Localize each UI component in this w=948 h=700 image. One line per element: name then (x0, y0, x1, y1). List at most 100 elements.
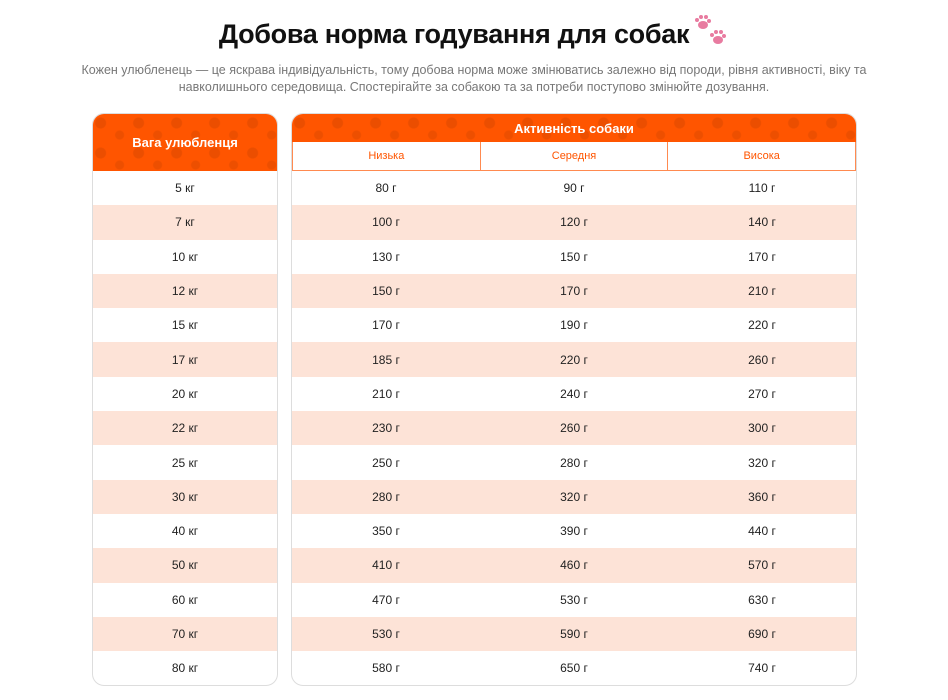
weight-cell: 10 кг (171, 249, 199, 264)
portion-cell: 170 г (372, 318, 400, 333)
portion-cell: 650 г (560, 661, 588, 676)
page-subtitle: Кожен улюбленець — це яскрава індивідуал… (81, 63, 867, 94)
weight-row: 20 кг (93, 377, 277, 411)
activity-row: 210 г 240 г 270 г (292, 377, 856, 411)
activity-row: 250 г 280 г 320 г (292, 445, 856, 479)
weight-header-label: Вага улюбленця (132, 135, 238, 150)
weight-row: 12 кг (93, 273, 277, 309)
weight-cell: 50 кг (171, 558, 199, 573)
activity-row: 80 г 90 г 110 г (292, 171, 856, 205)
title-text: Добова норма годування для собак (218, 19, 690, 50)
portion-cell: 220 г (748, 318, 776, 333)
portion-cell: 590 г (560, 627, 588, 641)
portion-cell: 170 г (748, 249, 776, 264)
weight-row: 60 кг (93, 583, 277, 617)
activity-level-low: Низька (293, 142, 481, 170)
activity-row: 280 г 320 г 360 г (292, 479, 856, 514)
weight-row: 25 кг (93, 445, 277, 479)
portion-cell: 240 г (560, 386, 588, 401)
portion-cell: 260 г (560, 421, 588, 436)
portion-cell: 210 г (748, 284, 776, 299)
activity-row: 580 г 650 г 740 г (292, 651, 856, 685)
portion-cell: 470 г (372, 592, 400, 607)
activity-table: Активність собаки Низька Середня Висока … (291, 113, 857, 686)
activity-row: 130 г 150 г 170 г (292, 240, 856, 274)
portion-cell: 580 г (372, 661, 400, 676)
weight-row: 5 кг (93, 171, 277, 205)
portion-cell: 120 г (560, 215, 588, 230)
paw-prints-icon (695, 15, 727, 44)
portion-cell: 220 г (560, 352, 588, 367)
portion-cell: 80 г (375, 181, 397, 196)
portion-cell: 150 г (560, 249, 588, 264)
portion-cell: 170 г (560, 284, 588, 299)
weight-cell: 20 кг (171, 386, 199, 401)
portion-cell: 320 г (560, 489, 588, 504)
portion-cell: 185 г (372, 352, 400, 367)
activity-level-high: Висока (743, 150, 780, 162)
portion-cell: 130 г (372, 249, 400, 264)
portion-cell: 280 г (560, 455, 588, 470)
portion-cell: 100 г (372, 215, 400, 230)
weight-cell: 30 кг (171, 489, 199, 504)
weight-row: 80 кг (93, 651, 277, 685)
weight-header: Вага улюбленця (93, 114, 277, 171)
weight-cell: 7 кг (175, 215, 195, 230)
portion-cell: 440 г (748, 524, 776, 539)
portion-cell: 690 г (748, 627, 776, 641)
portion-cell: 630 г (748, 592, 776, 607)
activity-row: 185 г 220 г 260 г (292, 342, 856, 377)
weight-cell: 25 кг (171, 455, 199, 470)
weight-cell: 40 кг (171, 524, 199, 539)
weight-cell: 60 кг (171, 592, 199, 607)
weight-row: 30 кг (93, 479, 277, 514)
weight-cell: 22 кг (171, 421, 199, 436)
activity-row: 170 г 190 г 220 г (292, 308, 856, 342)
page-title: Добова норма годування для собак (0, 15, 948, 54)
portion-cell: 530 г (560, 592, 588, 607)
portion-cell: 320 г (748, 455, 776, 470)
activity-level-medium: Середня (481, 142, 669, 170)
activity-header: Активність собаки (292, 114, 856, 142)
weight-row: 15 кг (93, 308, 277, 342)
activity-row: 470 г 530 г 630 г (292, 583, 856, 617)
portion-cell: 740 г (748, 661, 776, 676)
weight-cell: 80 кг (171, 661, 199, 676)
portion-cell: 570 г (748, 558, 776, 573)
portion-cell: 260 г (748, 352, 776, 367)
activity-row: 350 г 390 г 440 г (292, 514, 856, 548)
activity-levels: Низька Середня Висока (292, 142, 856, 171)
portion-cell: 280 г (372, 489, 400, 504)
portion-cell: 90 г (563, 181, 585, 196)
weight-cell: 5 кг (175, 181, 195, 196)
weight-cell: 15 кг (171, 318, 199, 333)
weight-row: 7 кг (93, 205, 277, 240)
weight-table: Вага улюбленця 5 кг 7 кг 10 кг 12 кг 15 кг 17… (92, 113, 278, 686)
activity-row: 410 г 460 г 570 г (292, 548, 856, 583)
activity-row: 100 г 120 г 140 г (292, 205, 856, 240)
portion-cell: 360 г (748, 489, 776, 504)
portion-cell: 530 г (372, 627, 400, 641)
weight-row: 70 кг (93, 616, 277, 652)
activity-row: 150 г 170 г 210 г (292, 273, 856, 309)
portion-cell: 210 г (372, 386, 400, 401)
portion-cell: 410 г (372, 558, 400, 573)
portion-cell: 390 г (560, 524, 588, 539)
activity-row: 530 г 590 г 690 г (292, 616, 856, 652)
portion-cell: 250 г (372, 455, 400, 470)
portion-cell: 300 г (748, 421, 776, 436)
portion-cell: 270 г (748, 386, 776, 401)
portion-cell: 150 г (372, 284, 400, 299)
portion-cell: 350 г (372, 524, 400, 539)
portion-cell: 110 г (748, 181, 776, 196)
portion-cell: 230 г (372, 421, 400, 436)
weight-row: 40 кг (93, 514, 277, 548)
weight-cell: 17 кг (171, 352, 199, 367)
weight-row: 22 кг (93, 411, 277, 446)
weight-row: 10 кг (93, 240, 277, 274)
weight-row: 50 кг (93, 548, 277, 583)
weight-cell: 70 кг (171, 627, 199, 641)
activity-row: 230 г 260 г 300 г (292, 411, 856, 446)
weight-cell: 12 кг (171, 284, 199, 299)
activity-header-label: Активність собаки (514, 120, 634, 136)
